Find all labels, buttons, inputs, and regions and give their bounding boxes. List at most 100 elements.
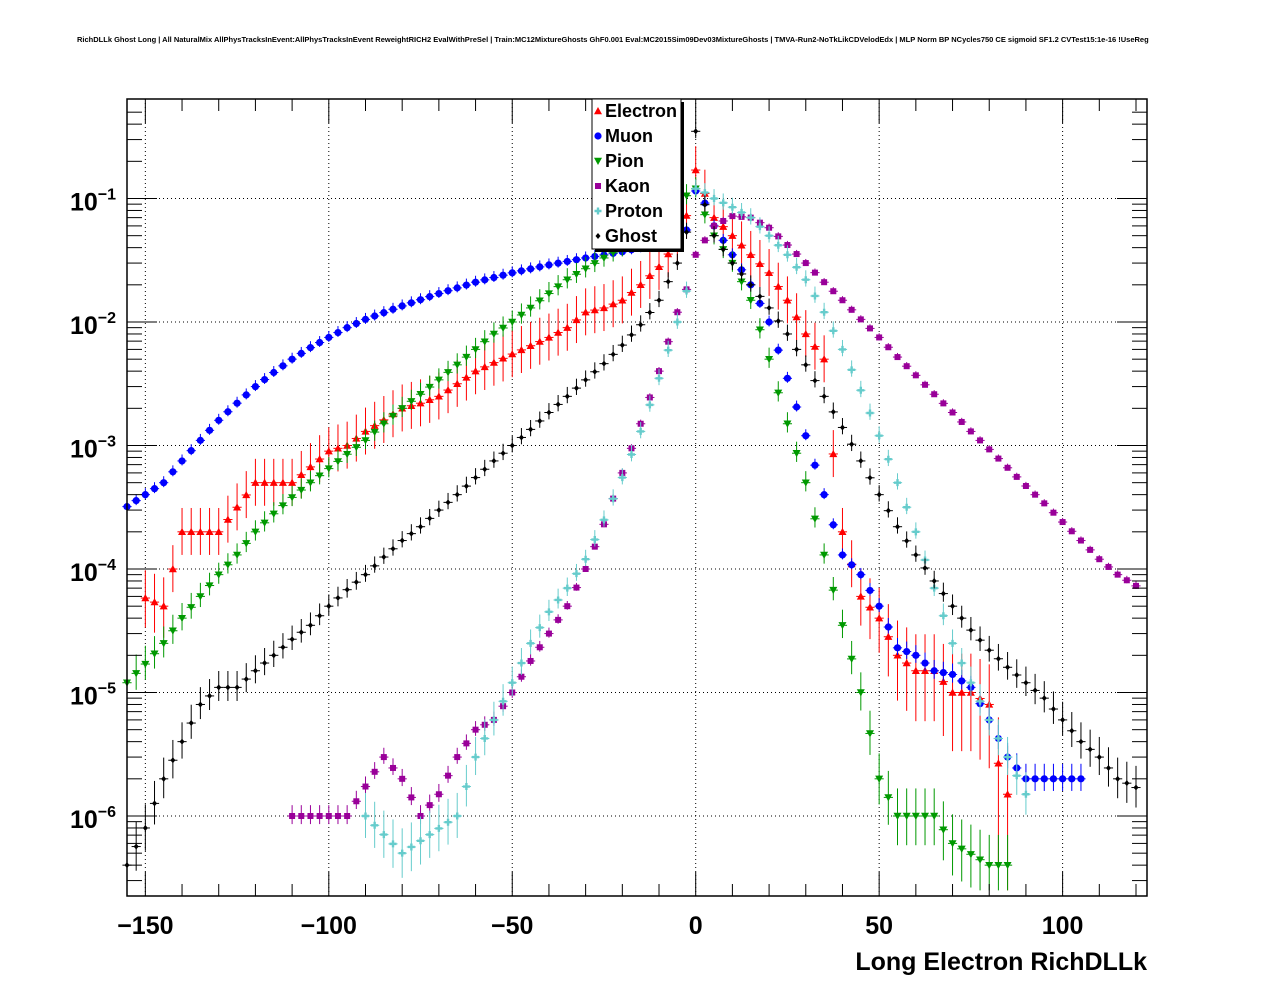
data-point <box>351 317 361 328</box>
legend-marker <box>594 157 602 165</box>
point-marker <box>481 276 489 284</box>
data-point <box>727 197 737 215</box>
data-point <box>333 805 343 825</box>
data-point <box>828 402 838 419</box>
point-marker <box>830 288 837 295</box>
point-marker <box>590 260 599 268</box>
point-marker <box>150 485 159 493</box>
data-point <box>672 253 682 270</box>
data-point <box>883 449 893 467</box>
point-marker <box>517 267 526 275</box>
data-point <box>498 334 508 382</box>
point-marker <box>765 232 773 240</box>
data-point <box>1067 527 1077 535</box>
data-point <box>957 648 967 676</box>
point-marker <box>554 596 562 604</box>
point-marker <box>966 851 975 859</box>
point-marker <box>903 647 911 656</box>
y-tick-exponent: −4 <box>98 557 116 574</box>
point-marker <box>1077 775 1085 783</box>
data-point <box>470 468 481 485</box>
point-marker <box>399 775 406 782</box>
data-point <box>1012 472 1022 480</box>
y-tick-label: 10−1 <box>70 187 116 217</box>
point-marker <box>693 128 699 135</box>
data-point <box>691 250 701 258</box>
data-point <box>755 217 765 234</box>
point-marker <box>297 349 305 358</box>
legend-label: Pion <box>605 151 644 171</box>
point-marker <box>288 494 297 502</box>
data-point <box>269 366 279 377</box>
data-point <box>700 195 710 212</box>
data-point <box>553 614 563 624</box>
data-point <box>654 368 664 386</box>
point-marker <box>756 299 764 308</box>
point-marker <box>939 677 948 685</box>
data-point <box>837 507 848 555</box>
data-point <box>507 666 517 697</box>
data-point <box>260 373 270 385</box>
data-point <box>847 640 857 675</box>
point-marker <box>838 622 847 630</box>
point-marker <box>939 669 947 677</box>
point-marker <box>811 269 818 276</box>
point-marker <box>454 491 460 498</box>
data-point <box>810 507 820 528</box>
point-marker <box>646 401 654 409</box>
data-point <box>1076 763 1086 791</box>
data-point <box>406 389 416 411</box>
point-marker <box>884 623 892 631</box>
point-marker <box>820 491 828 499</box>
point-marker <box>710 195 718 202</box>
point-marker <box>335 594 341 601</box>
data-point <box>443 765 453 783</box>
data-point <box>535 289 545 310</box>
point-marker <box>517 345 526 354</box>
point-marker <box>573 385 579 392</box>
data-point <box>195 433 205 445</box>
point-marker <box>783 296 792 304</box>
point-marker <box>269 510 278 518</box>
point-marker <box>482 466 488 473</box>
data-point <box>581 257 591 278</box>
data-point <box>223 405 233 417</box>
data-point <box>562 600 572 610</box>
data-point <box>296 805 306 825</box>
point-marker <box>986 446 993 453</box>
point-marker <box>453 361 462 369</box>
y-tick-exponent: −2 <box>98 310 116 327</box>
data-point <box>287 352 297 364</box>
point-marker <box>582 566 589 572</box>
point-marker <box>802 260 809 267</box>
point-marker <box>729 213 736 220</box>
point-marker <box>590 306 599 314</box>
legend-item: Ghost <box>595 226 657 246</box>
data-point <box>516 326 527 374</box>
data-point <box>379 306 389 318</box>
data-point <box>709 226 719 243</box>
data-point <box>480 330 490 351</box>
point-marker <box>178 527 187 536</box>
point-marker <box>858 457 864 464</box>
data-point <box>1002 652 1013 680</box>
data-point <box>535 411 545 428</box>
data-point <box>305 612 316 636</box>
data-point <box>526 654 536 666</box>
data-point <box>626 445 637 462</box>
point-marker <box>528 426 534 433</box>
data-point <box>608 489 618 506</box>
data-point <box>883 501 893 518</box>
point-marker <box>526 265 535 273</box>
point-marker <box>251 478 260 486</box>
data-point <box>507 330 517 378</box>
data-point <box>489 451 499 468</box>
data-point <box>351 435 361 457</box>
point-marker <box>674 309 681 316</box>
point-marker <box>234 684 240 691</box>
point-marker <box>297 470 306 478</box>
point-marker <box>1124 780 1130 787</box>
data-point <box>351 571 361 590</box>
data-point <box>177 454 187 466</box>
point-marker <box>829 521 837 529</box>
